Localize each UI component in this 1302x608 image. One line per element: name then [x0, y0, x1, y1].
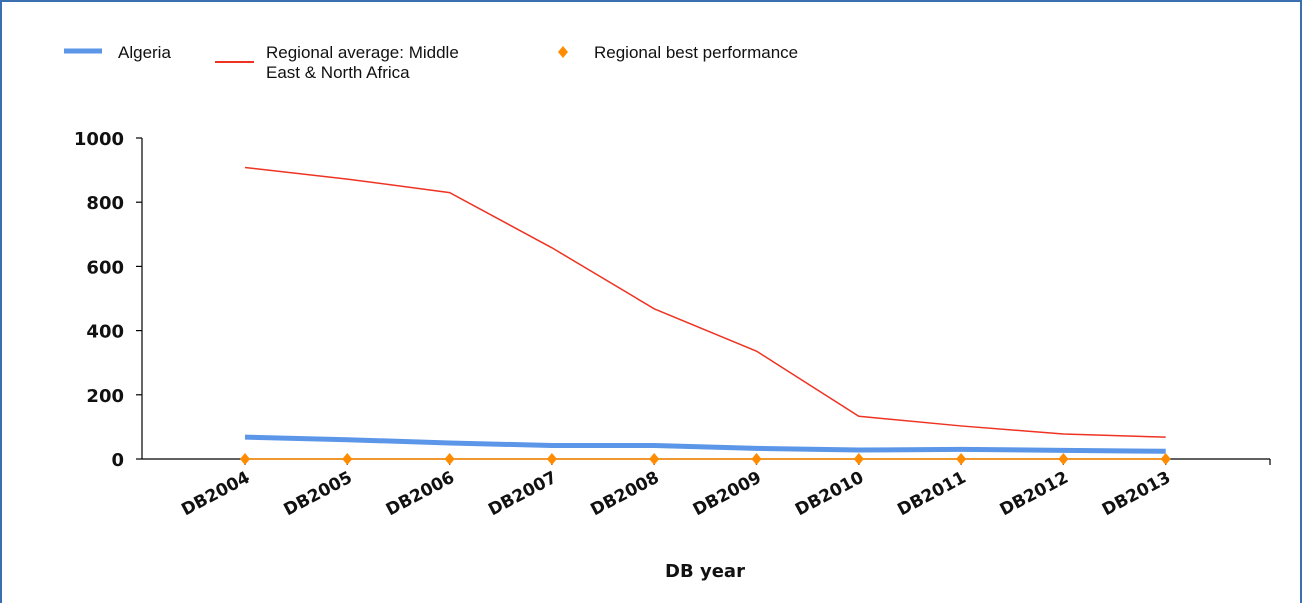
y-tick-label: 800: [86, 193, 124, 214]
series-line-regional-average: [244, 166, 1166, 438]
regional-best-marker: [853, 453, 864, 465]
y-tick-label: 600: [86, 257, 124, 278]
legend-label-regional-best: Regional best performance: [594, 43, 798, 62]
regional-best-marker: [1058, 453, 1069, 465]
x-tick-label: DB2004: [178, 468, 253, 521]
regional-best-marker: [1160, 453, 1171, 465]
x-tick-label: DB2005: [281, 468, 356, 521]
x-tick-label: DB2010: [792, 468, 867, 521]
x-tick-label: DB2011: [894, 468, 969, 521]
x-axis-title: DB year: [665, 561, 745, 582]
regional-best-marker: [649, 453, 660, 465]
x-tick-label: DB2009: [690, 468, 765, 521]
x-tick-label: DB2013: [1099, 468, 1174, 521]
x-tick-label: DB2006: [383, 468, 458, 521]
legend-label-regional-average-line2: East & North Africa: [266, 63, 410, 82]
series: [240, 166, 1171, 465]
y-tick-label: 400: [86, 322, 124, 343]
x-tick-label: DB2008: [587, 468, 662, 521]
regional-best-marker: [546, 453, 557, 465]
legend-swatch-regional-best: [558, 46, 568, 58]
regional-best-marker: [342, 453, 353, 465]
legend-label-algeria: Algeria: [118, 43, 171, 62]
x-tick-label: DB2012: [997, 468, 1072, 521]
legend: Algeria Regional average: Middle East & …: [64, 43, 798, 82]
regional-best-marker: [956, 453, 967, 465]
y-ticks: 0 200 400 600 800 1000: [74, 129, 142, 471]
x-tick-label: DB2007: [485, 468, 560, 521]
x-ticks: DB2004 DB2005 DB2006 DB2007 DB2008 DB2009 DB20…: [178, 459, 1174, 520]
regional-best-marker: [240, 453, 250, 465]
legend-label-regional-average-line1: Regional average: Middle: [266, 43, 459, 62]
y-tick-label: 0: [111, 450, 124, 471]
regional-best-marker: [444, 453, 455, 465]
y-tick-label: 200: [86, 386, 124, 407]
series-line-algeria: [244, 434, 1166, 454]
y-tick-label: 1000: [74, 129, 124, 150]
regional-best-marker: [751, 453, 762, 465]
axes: [141, 138, 1271, 465]
